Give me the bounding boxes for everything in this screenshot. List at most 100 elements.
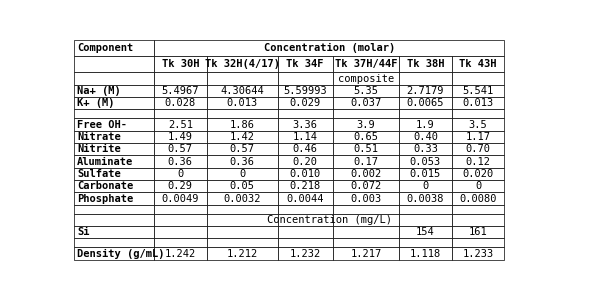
Text: 0.0044: 0.0044 xyxy=(287,194,324,203)
Text: Concentration (molar): Concentration (molar) xyxy=(264,43,395,53)
Bar xyxy=(74,97,154,109)
Bar xyxy=(399,168,452,180)
Text: Nitrite: Nitrite xyxy=(77,144,121,154)
Bar xyxy=(278,56,333,72)
Bar xyxy=(452,119,504,131)
Bar xyxy=(278,180,333,192)
Bar xyxy=(154,155,207,168)
Bar xyxy=(74,85,154,97)
Text: 1.212: 1.212 xyxy=(226,249,258,259)
Text: 0.51: 0.51 xyxy=(353,144,378,154)
Bar xyxy=(452,214,504,226)
Text: 0.12: 0.12 xyxy=(466,157,491,167)
Bar xyxy=(399,85,452,97)
Bar xyxy=(333,97,399,109)
Text: 0.29: 0.29 xyxy=(168,181,193,191)
Bar xyxy=(333,155,399,168)
Bar xyxy=(452,192,504,205)
Bar xyxy=(452,205,504,214)
Bar xyxy=(278,247,333,260)
Bar xyxy=(452,72,504,85)
Bar xyxy=(333,109,399,119)
Text: Tk 43H: Tk 43H xyxy=(459,59,497,69)
Bar xyxy=(278,109,333,119)
Bar xyxy=(154,40,504,56)
Text: K+ (M): K+ (M) xyxy=(77,98,115,108)
Text: Density (g/mL): Density (g/mL) xyxy=(77,249,164,259)
Bar xyxy=(399,226,452,238)
Bar xyxy=(207,131,278,143)
Text: 0.70: 0.70 xyxy=(466,144,491,154)
Bar xyxy=(278,119,333,131)
Bar xyxy=(207,97,278,109)
Bar xyxy=(399,205,452,214)
Text: 154: 154 xyxy=(416,227,435,237)
Bar xyxy=(452,238,504,247)
Bar xyxy=(452,97,504,109)
Bar xyxy=(207,214,278,226)
Bar xyxy=(154,180,207,192)
Bar xyxy=(154,131,207,143)
Bar xyxy=(278,155,333,168)
Bar xyxy=(278,97,333,109)
Text: 0.003: 0.003 xyxy=(350,194,382,203)
Text: 0.218: 0.218 xyxy=(290,181,321,191)
Text: Component: Component xyxy=(77,43,134,53)
Text: 0.0080: 0.0080 xyxy=(459,194,497,203)
Text: 0.015: 0.015 xyxy=(410,169,441,179)
Bar xyxy=(74,238,154,247)
Text: 1.17: 1.17 xyxy=(466,132,491,142)
Bar xyxy=(74,119,154,131)
Bar xyxy=(74,168,154,180)
Bar xyxy=(207,56,278,72)
Bar xyxy=(278,226,333,238)
Bar xyxy=(154,192,207,205)
Bar xyxy=(207,72,278,85)
Text: 0.029: 0.029 xyxy=(290,98,321,108)
Text: Concentration (mg/L): Concentration (mg/L) xyxy=(267,215,392,225)
Bar xyxy=(399,180,452,192)
Bar xyxy=(278,168,333,180)
Bar xyxy=(399,143,452,155)
Text: 0.33: 0.33 xyxy=(413,144,438,154)
Bar xyxy=(74,247,154,260)
Text: Na+ (M): Na+ (M) xyxy=(77,86,121,96)
Text: 0.002: 0.002 xyxy=(350,169,382,179)
Text: 5.4967: 5.4967 xyxy=(161,86,199,96)
Bar xyxy=(207,168,278,180)
Bar xyxy=(74,131,154,143)
Text: 0.17: 0.17 xyxy=(353,157,378,167)
Bar xyxy=(333,192,399,205)
Bar xyxy=(154,97,207,109)
Bar xyxy=(74,226,154,238)
Bar xyxy=(207,143,278,155)
Bar xyxy=(333,131,399,143)
Bar xyxy=(452,143,504,155)
Text: 1.233: 1.233 xyxy=(462,249,493,259)
Text: Si: Si xyxy=(77,227,90,237)
Text: 0.57: 0.57 xyxy=(168,144,193,154)
Bar xyxy=(452,56,504,72)
Text: 0.0038: 0.0038 xyxy=(407,194,444,203)
Text: 1.86: 1.86 xyxy=(230,120,255,129)
Bar xyxy=(333,205,399,214)
Text: 1.14: 1.14 xyxy=(293,132,318,142)
Text: 1.242: 1.242 xyxy=(165,249,196,259)
Bar xyxy=(74,155,154,168)
Text: Free OH-: Free OH- xyxy=(77,120,127,129)
Text: Carbonate: Carbonate xyxy=(77,181,134,191)
Text: 1.232: 1.232 xyxy=(290,249,321,259)
Text: 0.46: 0.46 xyxy=(293,144,318,154)
Bar xyxy=(74,56,154,72)
Text: 0.36: 0.36 xyxy=(230,157,255,167)
Bar xyxy=(74,205,154,214)
Text: 3.36: 3.36 xyxy=(293,120,318,129)
Bar xyxy=(399,214,452,226)
Bar xyxy=(399,192,452,205)
Text: Nitrate: Nitrate xyxy=(77,132,121,142)
Bar xyxy=(333,214,399,226)
Bar xyxy=(452,226,504,238)
Text: 1.9: 1.9 xyxy=(416,120,435,129)
Bar xyxy=(207,238,278,247)
Bar xyxy=(74,180,154,192)
